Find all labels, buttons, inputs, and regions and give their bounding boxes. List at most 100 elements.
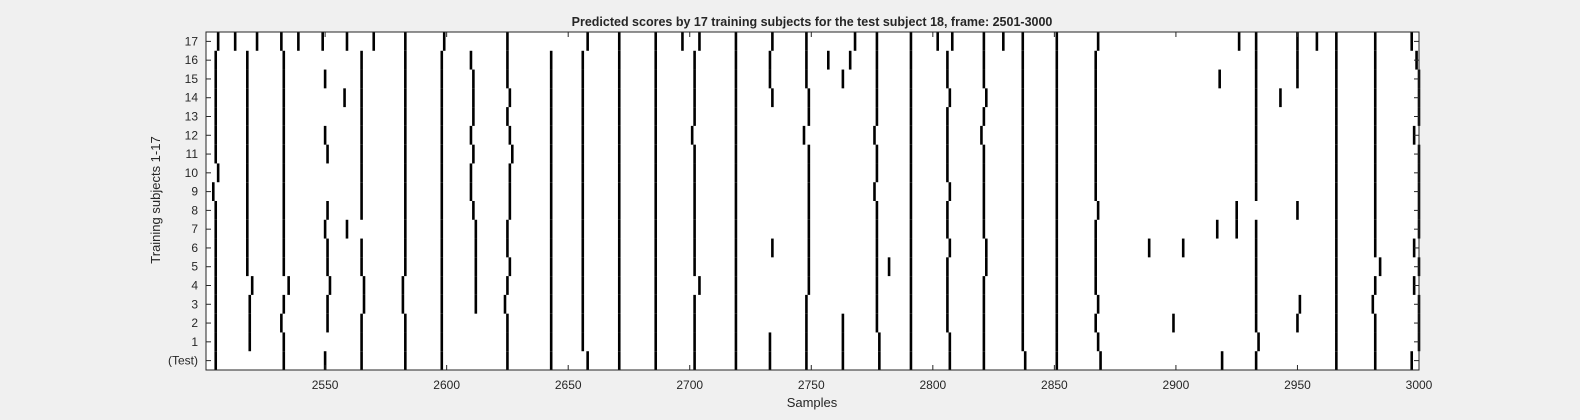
event-marker <box>549 294 553 314</box>
event-marker <box>372 32 376 51</box>
event-marker <box>1335 69 1338 89</box>
event-marker <box>442 32 446 51</box>
event-marker <box>654 32 658 51</box>
event-marker <box>1298 294 1302 314</box>
event-marker <box>248 294 252 314</box>
event-marker <box>506 238 509 258</box>
event-marker <box>771 88 774 108</box>
event-marker <box>1335 219 1338 239</box>
event-marker <box>878 351 881 370</box>
event-marker <box>1055 219 1059 239</box>
event-marker <box>805 50 808 70</box>
event-marker <box>1055 351 1059 370</box>
event-marker <box>404 69 407 89</box>
y-tick-label: 2 <box>191 316 198 330</box>
x-tick-label: 2750 <box>798 378 825 392</box>
event-marker <box>404 257 407 277</box>
event-marker <box>360 257 363 277</box>
event-marker <box>581 50 585 70</box>
event-marker <box>1373 219 1377 239</box>
event-marker <box>1094 313 1097 333</box>
event-marker <box>946 219 949 239</box>
event-marker <box>873 182 876 201</box>
event-marker <box>440 107 444 126</box>
event-marker <box>654 294 658 314</box>
event-marker <box>1296 32 1299 51</box>
event-marker <box>404 125 407 145</box>
event-marker <box>1094 107 1097 126</box>
event-marker <box>690 125 694 145</box>
event-marker <box>508 182 512 201</box>
event-marker <box>654 332 658 352</box>
event-marker <box>802 125 806 145</box>
event-marker <box>734 201 738 220</box>
event-marker <box>581 257 585 277</box>
event-marker <box>1094 88 1097 108</box>
event-marker <box>617 88 621 108</box>
event-marker <box>581 201 585 220</box>
event-marker <box>948 332 952 352</box>
event-marker <box>1055 276 1059 295</box>
event-marker <box>1055 163 1059 183</box>
event-marker <box>985 257 988 277</box>
event-marker <box>875 32 879 51</box>
event-marker <box>948 351 952 370</box>
event-marker <box>549 107 553 126</box>
event-marker <box>581 313 585 333</box>
event-marker <box>1055 144 1059 164</box>
event-marker <box>617 201 621 220</box>
event-marker <box>246 50 249 70</box>
event-marker <box>1021 144 1025 164</box>
event-marker <box>326 201 329 220</box>
event-marker <box>549 182 553 201</box>
event-marker <box>693 107 696 126</box>
event-marker <box>805 313 808 333</box>
event-marker <box>1099 351 1102 370</box>
event-marker <box>326 294 329 314</box>
event-marker <box>1296 50 1299 70</box>
event-marker <box>654 88 658 108</box>
event-marker <box>1373 201 1377 220</box>
event-marker <box>878 332 881 352</box>
event-marker <box>297 32 300 51</box>
event-marker <box>654 144 658 164</box>
event-marker <box>982 313 986 333</box>
event-marker <box>360 50 363 70</box>
event-marker <box>360 69 363 89</box>
event-marker <box>827 50 830 70</box>
event-marker <box>214 238 218 258</box>
event-marker <box>508 88 512 108</box>
event-marker <box>214 257 218 277</box>
event-marker <box>1254 294 1258 314</box>
event-marker <box>693 332 696 352</box>
event-marker <box>875 313 879 333</box>
event-marker <box>693 201 696 220</box>
event-marker <box>404 182 407 201</box>
event-marker <box>360 125 363 145</box>
event-marker <box>1147 238 1151 258</box>
event-marker <box>1215 219 1219 239</box>
event-marker <box>1094 163 1097 183</box>
event-marker <box>549 125 553 145</box>
event-marker <box>909 238 913 258</box>
event-marker <box>946 107 949 126</box>
event-marker <box>474 257 478 277</box>
event-marker <box>282 332 286 352</box>
event-marker <box>440 276 444 295</box>
event-marker <box>734 144 738 164</box>
event-marker <box>693 257 696 277</box>
event-marker <box>404 201 407 220</box>
x-axis-label: Samples <box>787 395 838 410</box>
event-marker <box>1235 201 1238 220</box>
event-marker <box>474 294 478 314</box>
event-marker <box>1055 257 1059 277</box>
event-marker <box>734 238 738 258</box>
event-marker <box>1373 351 1377 370</box>
event-marker <box>946 144 949 164</box>
event-marker <box>693 294 696 314</box>
event-marker <box>982 351 986 370</box>
event-marker <box>246 219 249 239</box>
event-marker <box>1094 182 1097 201</box>
event-marker <box>1335 125 1338 145</box>
event-marker <box>875 219 879 239</box>
